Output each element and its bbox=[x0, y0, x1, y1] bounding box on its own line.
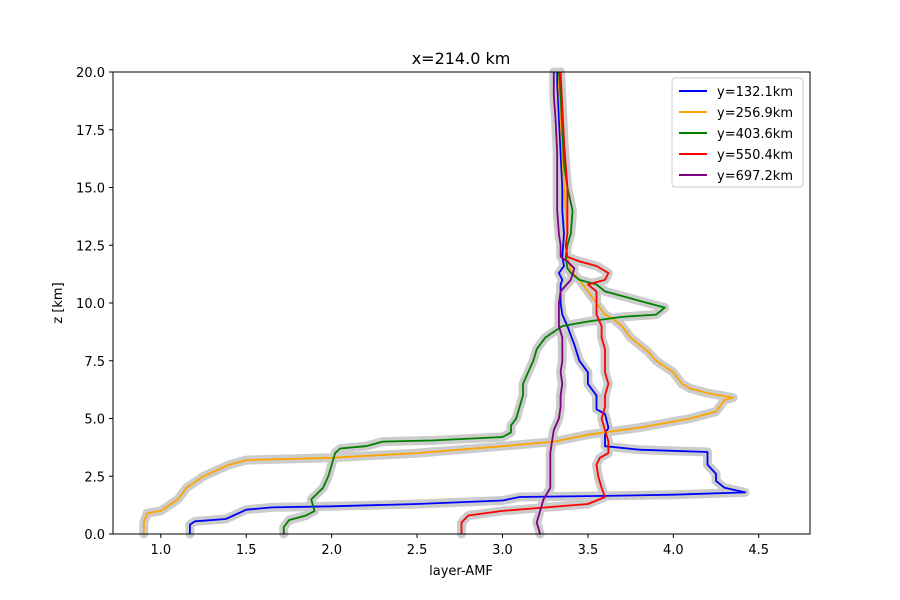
x-tick-label: 1.5 bbox=[236, 543, 257, 558]
series-line-5 bbox=[535, 72, 576, 535]
x-tick-label: 3.0 bbox=[492, 543, 513, 558]
legend-label-5: y=697.2km bbox=[717, 169, 793, 184]
y-tick-label: 10.0 bbox=[76, 297, 105, 312]
uncertainty-band-3 bbox=[279, 67, 670, 539]
series-line-4 bbox=[460, 71, 610, 534]
y-axis-ticks: 0.0 2.5 5.0 7.5 10.0 12.5 15.0 17.5 20.0 bbox=[76, 66, 113, 543]
x-tick-label: 2.0 bbox=[321, 543, 342, 558]
legend-label-2: y=256.9km bbox=[717, 106, 793, 121]
x-tick-label: 1.0 bbox=[150, 543, 171, 558]
x-tick-label: 4.0 bbox=[663, 543, 684, 558]
uncertainty-band-4 bbox=[457, 67, 613, 539]
series-lines bbox=[142, 71, 746, 535]
y-tick-label: 5.0 bbox=[84, 413, 105, 428]
series-line-3 bbox=[282, 71, 666, 534]
legend-label-1: y=132.1km bbox=[717, 85, 793, 100]
x-tick-label: 3.5 bbox=[578, 543, 599, 558]
x-tick-label: 4.5 bbox=[748, 543, 769, 558]
y-tick-label: 20.0 bbox=[76, 66, 105, 81]
uncertainty-band-5 bbox=[532, 67, 579, 539]
y-tick-label: 7.5 bbox=[84, 355, 105, 370]
x-axis-ticks: 1.0 1.5 2.0 2.5 3.0 3.5 4.0 4.5 bbox=[150, 534, 769, 558]
uncertainty-bands bbox=[139, 67, 750, 539]
y-tick-label: 0.0 bbox=[84, 528, 105, 543]
legend: y=132.1km y=256.9km y=403.6km y=550.4km y=69… bbox=[671, 77, 804, 188]
x-axis-label: layer-AMF bbox=[429, 564, 493, 579]
legend-box bbox=[671, 77, 804, 188]
legend-label-4: y=550.4km bbox=[717, 148, 793, 163]
x-tick-label: 2.5 bbox=[407, 543, 428, 558]
y-tick-label: 12.5 bbox=[76, 239, 105, 254]
legend-label-3: y=403.6km bbox=[717, 127, 793, 142]
series-line-1 bbox=[188, 72, 746, 534]
y-tick-label: 2.5 bbox=[84, 470, 105, 485]
y-axis-label: z [km] bbox=[51, 282, 66, 323]
y-tick-label: 15.0 bbox=[76, 182, 105, 197]
y-tick-label: 17.5 bbox=[76, 124, 105, 139]
chart-title: x=214.0 km bbox=[412, 49, 511, 68]
